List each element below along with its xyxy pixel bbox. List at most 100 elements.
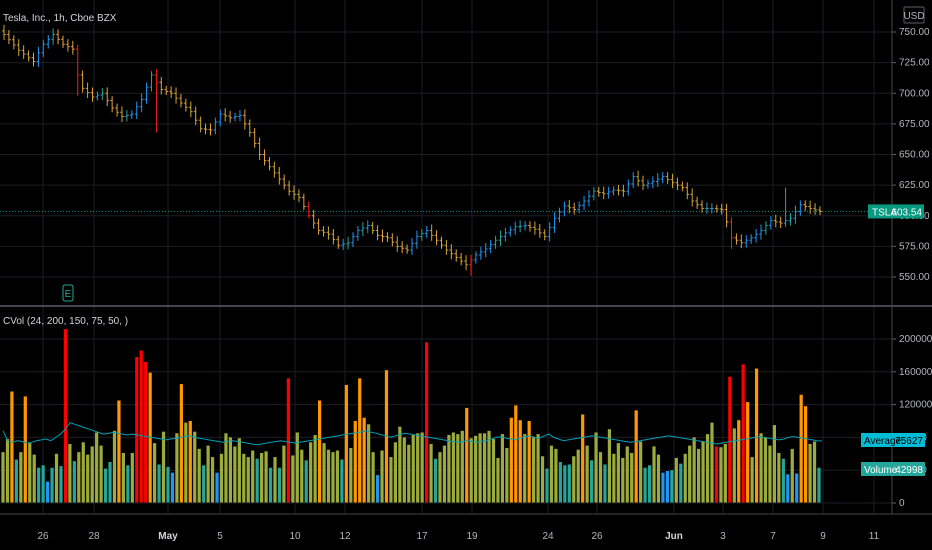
price-tick-label: 650.00 — [899, 150, 930, 161]
volume-bar — [411, 434, 415, 503]
volume-bar — [728, 376, 732, 503]
volume-bar — [772, 425, 777, 503]
volume-bar — [496, 457, 500, 503]
volume-bar — [77, 452, 81, 503]
volume-bar — [589, 460, 594, 503]
x-tick-label: 28 — [88, 531, 100, 542]
volume-bar — [500, 434, 505, 503]
volume-bar — [545, 468, 549, 503]
volume-bar — [117, 400, 121, 503]
volume-bar — [661, 472, 665, 503]
volume-bar — [442, 445, 447, 503]
volume-bar — [768, 445, 772, 503]
currency-button[interactable]: USD — [903, 6, 925, 24]
volume-bar — [72, 461, 76, 503]
volume-bar — [710, 422, 714, 503]
volume-bar — [161, 431, 166, 503]
volume-bar — [380, 450, 384, 503]
indicator-label[interactable]: CVol (24, 200, 150, 75, 50, ) — [3, 316, 128, 327]
currency-button-frame[interactable] — [903, 6, 925, 24]
currency-button-label[interactable]: USD — [903, 11, 924, 22]
volume-bar — [688, 445, 692, 503]
volume-bar — [804, 406, 808, 503]
volume-bar — [202, 465, 206, 503]
volume-bar — [313, 434, 317, 503]
volume-bar — [456, 434, 460, 503]
volume-bar — [126, 465, 130, 503]
volume-bar — [268, 467, 273, 503]
volume-bar — [674, 457, 678, 503]
volume-bar — [737, 420, 741, 503]
volume-bar — [54, 453, 59, 503]
tsla-tag-price: 603.54 — [891, 207, 922, 218]
average-tag: Average 75627 — [861, 433, 925, 447]
volume-tick-label: 160000 — [899, 367, 932, 378]
x-tick-label: 26 — [37, 531, 49, 542]
price-tick-label: 625.00 — [899, 180, 930, 191]
volume-bar — [540, 456, 545, 503]
tsla-tag-symbol: TSLA — [872, 207, 897, 218]
volume-bar — [487, 430, 491, 503]
volume-bar — [536, 434, 540, 503]
volume-bar — [746, 402, 750, 503]
volume-bar — [45, 481, 50, 503]
volume-bar — [594, 432, 598, 503]
volume-bar — [621, 457, 625, 503]
volume-bar — [451, 432, 455, 503]
volume-bar — [23, 396, 27, 503]
volume-bar — [282, 445, 286, 503]
x-tick-label: 7 — [770, 531, 776, 542]
x-tick-label: 24 — [542, 531, 554, 542]
volume-bar — [425, 342, 429, 503]
earnings-marker-letter[interactable]: E — [65, 289, 72, 300]
volume-bar — [273, 457, 277, 503]
volume-bar — [224, 433, 228, 503]
volume-bar — [99, 445, 103, 503]
volume-bar — [121, 452, 125, 503]
volume-bar — [260, 452, 264, 503]
volume-bar — [416, 433, 420, 503]
volume-bar — [197, 448, 201, 503]
volume-bar — [295, 432, 299, 503]
x-tick-label: 26 — [591, 531, 603, 542]
volume-bar — [255, 458, 259, 503]
x-tick-label: May — [158, 531, 178, 542]
volume-bar — [643, 467, 647, 503]
earnings-marker[interactable]: E — [62, 284, 74, 302]
volume-bar — [206, 445, 210, 503]
volume-tag: Volume 42998 — [861, 462, 925, 476]
volume-bar — [759, 433, 763, 503]
volume-bar — [447, 434, 451, 503]
volume-tag-label: Volume — [864, 465, 898, 476]
volume-bar — [326, 449, 331, 503]
volume-bar — [812, 441, 817, 503]
volume-bar — [28, 443, 32, 503]
volume-bar — [309, 442, 313, 503]
volume-bar — [59, 466, 63, 503]
volume-bar — [665, 471, 669, 503]
volume-bar — [157, 464, 161, 503]
x-tick-label: 5 — [217, 531, 223, 542]
volume-bar — [362, 417, 366, 503]
volume-tag-value: 42998 — [895, 465, 923, 476]
volume-bar — [407, 444, 411, 503]
volume-bar — [95, 432, 99, 503]
volume-bar — [741, 364, 745, 503]
volume-bar — [750, 457, 754, 503]
volume-bar — [612, 453, 616, 503]
volume-bar — [701, 441, 705, 503]
volume-bar — [14, 459, 18, 503]
volume-bar — [697, 448, 701, 503]
volume-bar — [781, 458, 785, 503]
price-tick-label: 675.00 — [899, 119, 930, 130]
volume-bar — [652, 446, 656, 503]
volume-bar — [634, 410, 638, 503]
volume-bar — [505, 448, 509, 503]
volume-bar — [144, 361, 148, 503]
volume-bar — [795, 473, 799, 503]
earnings-marker-box[interactable] — [62, 284, 74, 302]
volume-tick-label: 200000 — [899, 334, 932, 345]
volume-bar — [469, 438, 473, 503]
